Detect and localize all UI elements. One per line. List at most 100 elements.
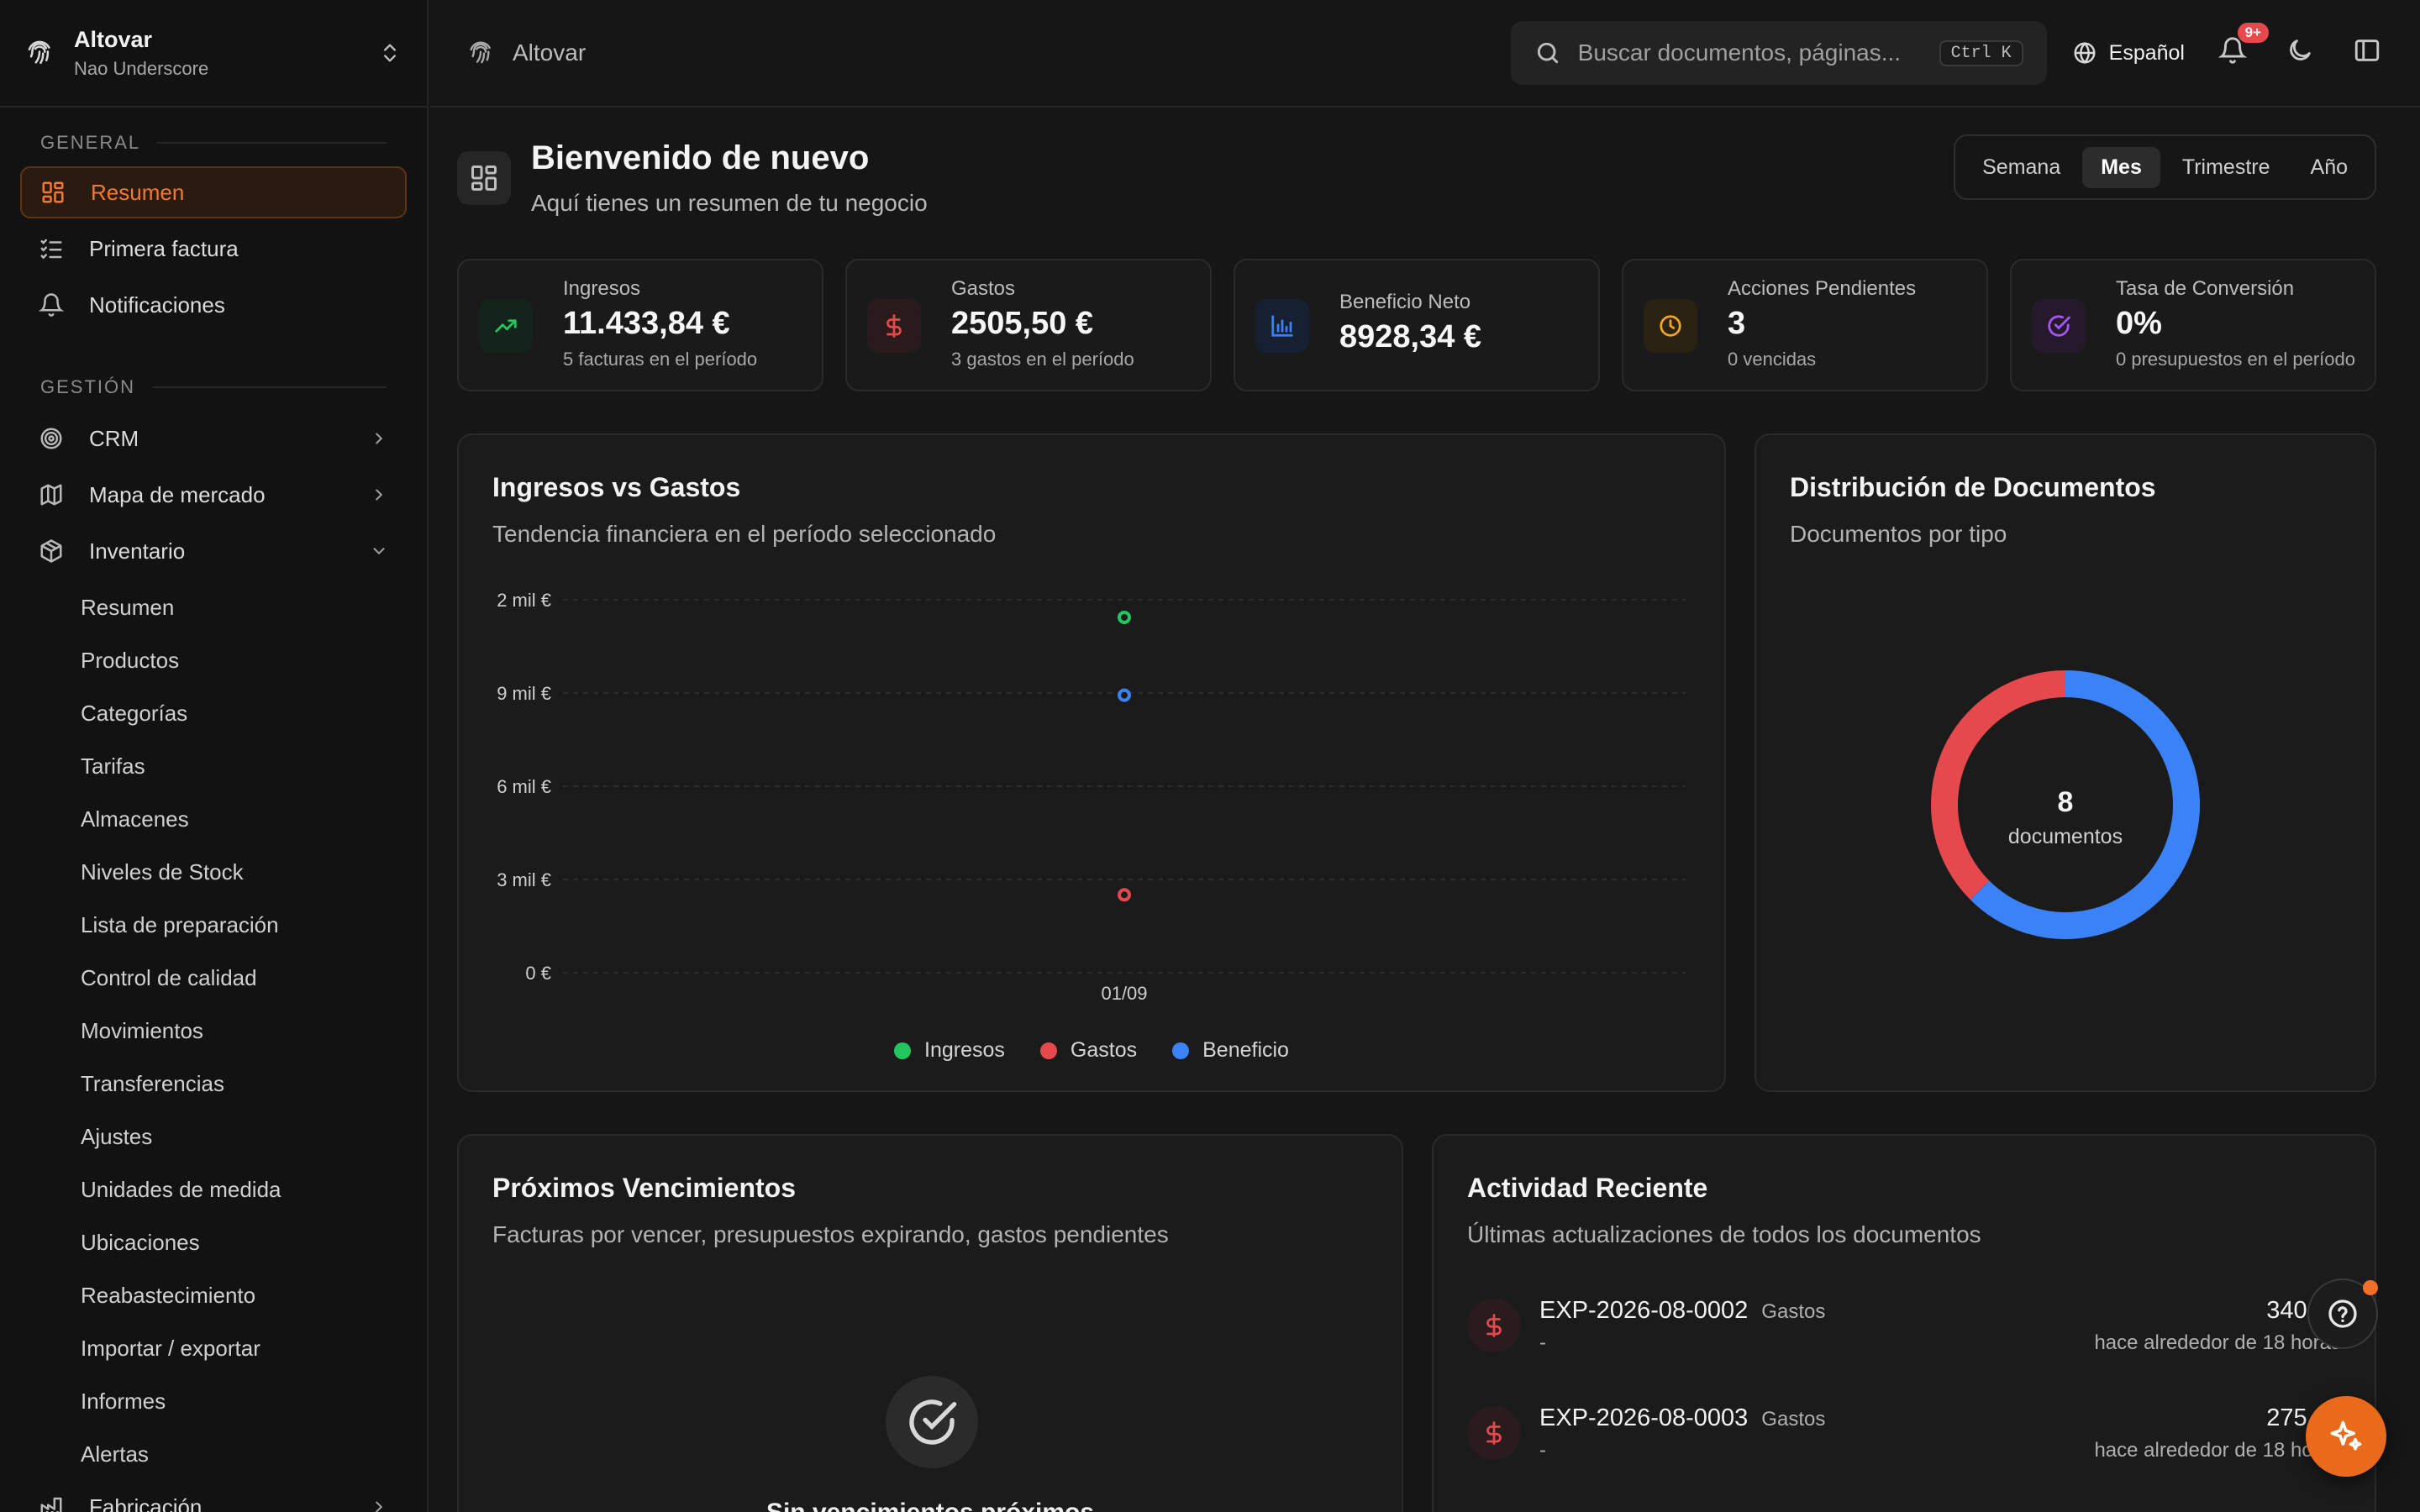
- card-subtitle: Tendencia financiera en el período selec…: [492, 521, 997, 547]
- sidebar-subitem-categorias[interactable]: Categorías: [81, 701, 188, 726]
- kpi-card-beneficio-neto[interactable]: Beneficio Neto 8928,34 €: [1234, 259, 1600, 391]
- card-subtitle: Facturas por vencer, presupuestos expira…: [492, 1221, 1169, 1247]
- sidebar-subitem-tarifas[interactable]: Tarifas: [81, 753, 145, 779]
- data-point-beneficio: [1118, 688, 1131, 702]
- period-option-mes[interactable]: Mes: [2082, 146, 2160, 188]
- legend-dot: [1039, 1042, 1057, 1059]
- kpi-note: 3 gastos en el período: [951, 349, 1134, 370]
- card-subtitle: Últimas actualizaciones de todos los doc…: [1467, 1221, 1981, 1247]
- sidebar-item-label: CRM: [89, 425, 139, 451]
- sidebar-item-primera-factura[interactable]: Primera factura: [20, 223, 407, 275]
- language-switcher[interactable]: Español: [2072, 40, 2185, 66]
- sidebar-subitem-ubicaciones[interactable]: Ubicaciones: [81, 1230, 200, 1255]
- activity-detail: -: [1539, 1438, 1546, 1462]
- sidebar-item-notificaciones[interactable]: Notificaciones: [20, 279, 407, 331]
- trending-up-icon: [479, 299, 533, 353]
- search-bar[interactable]: Ctrl K: [1510, 21, 2047, 85]
- sidebar-subitem-almacenes[interactable]: Almacenes: [81, 806, 189, 832]
- moon-icon: [2290, 39, 2311, 60]
- kpi-card-tasa-de-conversion[interactable]: Tasa de Conversión 0% 0 presupuestos en …: [2010, 259, 2376, 391]
- sidebar-subitem-lista-de-preparacion[interactable]: Lista de preparación: [81, 912, 279, 937]
- card-title: Ingresos vs Gastos: [492, 472, 741, 502]
- donut-slice-1[interactable]: [1931, 670, 2066, 900]
- package-icon: [39, 538, 64, 564]
- activity-amount: 340,50: [2266, 1296, 2341, 1324]
- notifications-button[interactable]: 9+: [2218, 23, 2269, 70]
- kpi-note: 0 presupuestos en el período: [2116, 349, 2355, 370]
- sidebar-subitem-transferencias[interactable]: Transferencias: [81, 1071, 224, 1096]
- org-switcher[interactable]: Altovar Nao Underscore: [0, 0, 427, 108]
- search-shortcut: Ctrl K: [1939, 39, 2023, 66]
- period-option-ano[interactable]: Año: [2310, 155, 2348, 179]
- chevrons-up-down-icon[interactable]: [378, 41, 402, 65]
- donut-slice-0[interactable]: [1970, 670, 2200, 939]
- language-label: Español: [2108, 40, 2185, 65]
- theme-toggle-button[interactable]: [2286, 36, 2319, 70]
- kpi-value: 0%: [2116, 306, 2162, 341]
- ai-assistant-button[interactable]: [2306, 1396, 2386, 1477]
- sidebar-subitem-unidades-de-medida[interactable]: Unidades de medida: [81, 1177, 281, 1202]
- dashboard-icon: [40, 180, 66, 205]
- kpi-note: 0 vencidas: [1728, 349, 1817, 370]
- check-circle-icon: [2032, 299, 2086, 353]
- activity-time: hace alrededor de 18 horas: [2094, 1438, 2341, 1462]
- sidebar-item-crm[interactable]: CRM: [20, 412, 407, 465]
- legend-item-ingresos[interactable]: Ingresos: [894, 1038, 1005, 1063]
- sidebar-subitem-resumen[interactable]: Resumen: [81, 595, 175, 620]
- breadcrumb-label[interactable]: Altovar: [513, 39, 587, 66]
- period-option-semana[interactable]: Semana: [1982, 155, 2061, 179]
- kpi-value: 11.433,84 €: [563, 306, 730, 341]
- section-label-text: GESTIÓN: [40, 376, 136, 397]
- fingerprint-icon: [25, 39, 54, 67]
- kpi-card-acciones-pendientes[interactable]: Acciones Pendientes 3 0 vencidas: [1622, 259, 1988, 391]
- checklist-icon: [39, 236, 64, 261]
- sidebar-item-label: Fabricación: [89, 1494, 203, 1512]
- sidebar-item-label: Mapa de mercado: [89, 481, 266, 507]
- bell-icon: [39, 292, 64, 318]
- kpi-label: Tasa de Conversión: [2116, 277, 2295, 300]
- sidebar-subitem-importar-exportar[interactable]: Importar / exportar: [81, 1336, 260, 1361]
- activity-detail: -: [1539, 1331, 1546, 1354]
- sidebar-subitem-informes[interactable]: Informes: [81, 1389, 166, 1414]
- section-label-gestion: GESTIÓN: [0, 369, 427, 406]
- sidebar-subitem-movimientos[interactable]: Movimientos: [81, 1018, 203, 1043]
- sidebar-subitem-reabastecimiento[interactable]: Reabastecimiento: [81, 1283, 256, 1308]
- sidebar-item-fabricacion[interactable]: Fabricación: [20, 1481, 407, 1512]
- kpi-card-gastos[interactable]: Gastos 2505,50 € 3 gastos en el período: [845, 259, 1212, 391]
- search-input[interactable]: [1577, 39, 1939, 66]
- sidebar-subitem-alertas[interactable]: Alertas: [81, 1441, 149, 1467]
- sidebar-toggle-button[interactable]: [2353, 36, 2386, 70]
- y-tick-label: 9 mil €: [497, 683, 551, 704]
- kpi-value: 2505,50 €: [951, 306, 1094, 341]
- activity-amount: 275,00: [2266, 1404, 2341, 1431]
- legend-label: Ingresos: [924, 1038, 1005, 1062]
- period-option-trimestre[interactable]: Trimestre: [2181, 155, 2270, 179]
- sidebar-subitem-productos[interactable]: Productos: [81, 648, 180, 673]
- legend-item-beneficio[interactable]: Beneficio: [1172, 1038, 1289, 1063]
- help-indicator-dot: [2363, 1280, 2378, 1295]
- card-subtitle: Documentos por tipo: [1790, 521, 2007, 547]
- sidebar-subitem-niveles-de-stock[interactable]: Niveles de Stock: [81, 859, 244, 885]
- kpi-label: Ingresos: [563, 277, 641, 300]
- kpi-label: Acciones Pendientes: [1728, 277, 1917, 300]
- sidebar-item-inventario[interactable]: Inventario: [20, 525, 407, 577]
- section-divider: [152, 386, 387, 388]
- kpi-card-ingresos[interactable]: Ingresos 11.433,84 € 5 facturas en el pe…: [457, 259, 823, 391]
- data-point-gastos: [1118, 888, 1131, 902]
- org-name: Altovar: [74, 26, 153, 52]
- bottom-row: Próximos Vencimientos Facturas por vence…: [457, 1134, 2376, 1512]
- y-tick-label: 3 mil €: [497, 869, 551, 890]
- legend-item-gastos[interactable]: Gastos: [1039, 1038, 1137, 1063]
- sidebar-item-mapa-de-mercado[interactable]: Mapa de mercado: [20, 469, 407, 521]
- sidebar-subitem-control-de-calidad[interactable]: Control de calidad: [81, 965, 257, 990]
- legend-label: Beneficio: [1202, 1038, 1289, 1062]
- document-distribution-card: Distribución de Documentos Documentos po…: [1754, 433, 2376, 1092]
- help-button[interactable]: [2307, 1278, 2378, 1349]
- activity-item[interactable]: EXP-2026-08-0002 Gastos - 340,50 hace alr…: [1467, 1275, 2341, 1376]
- data-point-ingresos: [1118, 610, 1131, 624]
- donut-total: 8: [2058, 786, 2074, 818]
- sidebar-item-resumen[interactable]: Resumen: [20, 166, 407, 218]
- activity-item[interactable]: EXP-2026-08-0003 Gastos - 275,00 hace alr…: [1467, 1383, 2341, 1483]
- inventory-submenu: Resumen Productos Categorías Tarifas Alm…: [0, 581, 427, 1481]
- sidebar-subitem-ajustes[interactable]: Ajustes: [81, 1124, 153, 1149]
